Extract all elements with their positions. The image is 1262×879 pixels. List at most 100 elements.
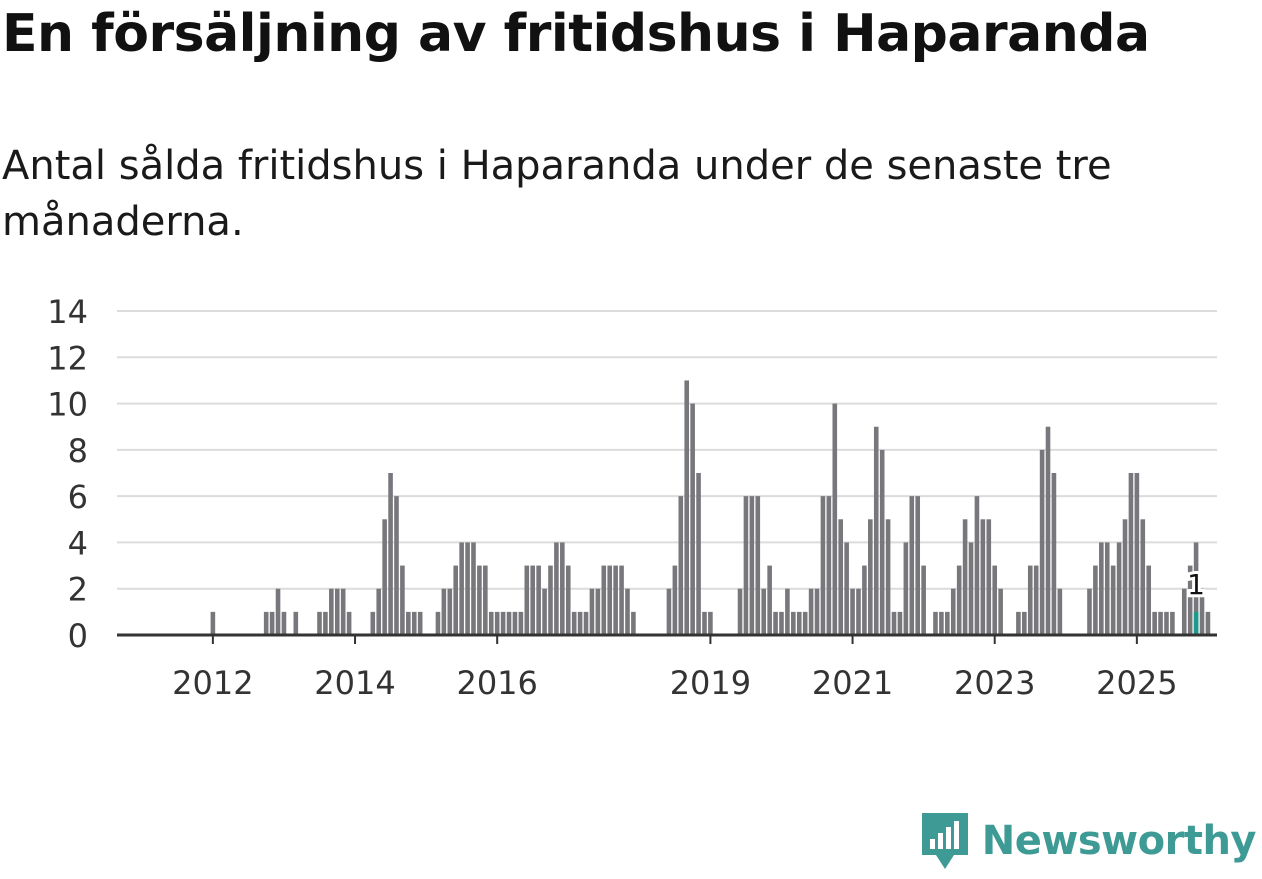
bar (1128, 473, 1134, 635)
bar (323, 611, 328, 635)
bar (1146, 565, 1152, 635)
bar (406, 611, 411, 635)
bar (974, 496, 980, 635)
bar (1164, 611, 1169, 635)
bar (1187, 565, 1193, 635)
y-tick-label: 10 (47, 386, 88, 424)
brand-name: Newsworthy (981, 818, 1257, 864)
bar (548, 565, 553, 635)
bars (210, 380, 1211, 635)
newsworthy-logo-icon (921, 813, 968, 869)
bar (862, 565, 867, 635)
bar (1122, 519, 1128, 635)
y-tick-label: 4 (68, 524, 88, 562)
bar (376, 588, 382, 635)
bar (737, 588, 743, 635)
bar (885, 519, 891, 635)
highlight-label: 1 (1187, 568, 1205, 601)
bar (684, 380, 690, 635)
bar (494, 611, 500, 635)
bar (329, 588, 334, 635)
bar (933, 611, 938, 635)
bar (1110, 565, 1116, 635)
bar (400, 565, 405, 635)
bar (743, 496, 749, 635)
bar (1027, 565, 1033, 635)
bar (915, 496, 921, 635)
bar (281, 611, 287, 635)
bar (471, 542, 476, 635)
bar (607, 565, 613, 635)
bar-chart: 0 2 4 6 8 10 12 14 2012 2014 2016 2019 2021 2023 2025… (47, 293, 1217, 702)
bar (773, 611, 778, 635)
bar (210, 611, 216, 635)
bar (1087, 588, 1092, 635)
x-tick-label: 2023 (954, 664, 1035, 702)
bar (838, 519, 844, 635)
y-tick-label: 2 (68, 571, 88, 609)
bar (388, 473, 393, 635)
bar (873, 426, 879, 635)
bar (554, 542, 559, 635)
bar (477, 565, 482, 635)
bar (796, 611, 802, 635)
bar (1057, 588, 1063, 635)
bar (1181, 588, 1187, 635)
bar (317, 611, 322, 635)
x-tick-label: 2014 (314, 664, 395, 702)
bar (1104, 542, 1110, 635)
bar (411, 611, 417, 635)
bar (453, 565, 459, 635)
bar (583, 611, 589, 635)
highlight-annotation: 1 (1184, 565, 1208, 604)
bar (1140, 519, 1146, 635)
bar (447, 588, 453, 635)
bar (1152, 611, 1157, 635)
bar (1158, 611, 1163, 635)
x-tick-label: 2016 (456, 664, 537, 702)
bar (826, 496, 832, 635)
bar (672, 565, 678, 635)
y-axis: 0 2 4 6 8 10 12 14 (47, 293, 88, 655)
bar (459, 542, 464, 635)
bar (897, 611, 903, 635)
bar (394, 496, 399, 635)
highlight-bar (1193, 611, 1199, 635)
bar (625, 588, 630, 635)
bar (536, 565, 541, 635)
bar (791, 611, 796, 635)
bar (435, 611, 441, 635)
bar (678, 496, 684, 635)
bar (844, 542, 849, 635)
bar (879, 449, 885, 635)
chart-title: En försäljning av fritidshus i Haparanda (2, 4, 1150, 64)
chart-subtitle: Antal sålda fritidshus i Haparanda under… (2, 143, 1112, 245)
bar (565, 565, 571, 635)
bar (992, 565, 998, 635)
bar (560, 542, 565, 635)
bar (1039, 449, 1045, 635)
bar (465, 542, 470, 635)
bar (945, 611, 950, 635)
bar (577, 611, 583, 635)
bar (524, 565, 530, 635)
bar (755, 496, 761, 635)
y-tick-label: 6 (68, 478, 88, 516)
y-tick-label: 0 (68, 617, 88, 655)
bar (956, 565, 962, 635)
bar (891, 611, 897, 635)
bar (690, 403, 695, 635)
bar (696, 473, 701, 635)
newsworthy-brand: Newsworthy (920, 811, 1257, 871)
bar (708, 611, 713, 635)
bar (802, 611, 808, 635)
bar (542, 588, 547, 635)
bar (1022, 611, 1027, 635)
bar (1193, 542, 1199, 635)
bar (483, 565, 488, 635)
bar (666, 588, 672, 635)
bar (761, 588, 767, 635)
bar (601, 565, 607, 635)
bar (631, 611, 636, 635)
y-tick-label: 8 (68, 432, 88, 470)
